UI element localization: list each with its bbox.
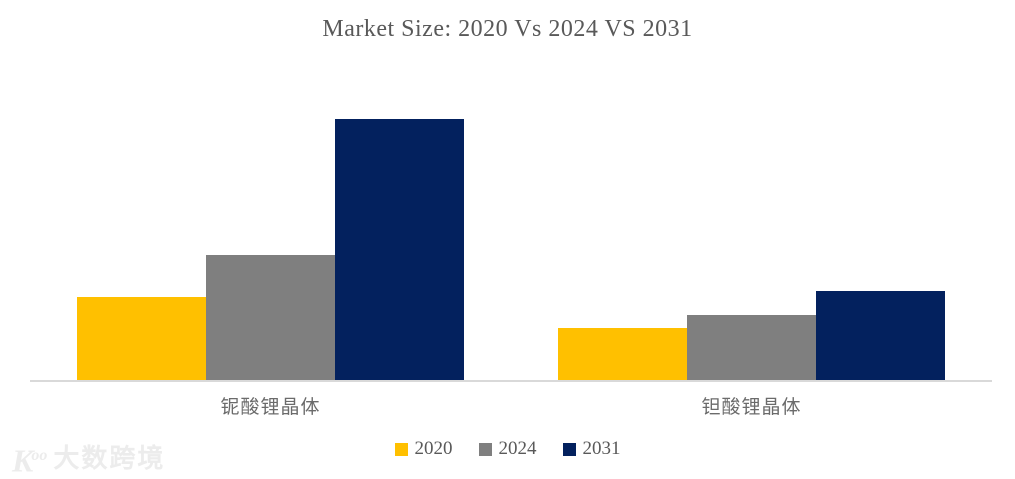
legend-item-2020: 2020: [394, 438, 453, 460]
bar-group-1: [511, 80, 992, 380]
bar-2031-category-1: [816, 291, 945, 380]
watermark-text: 大数跨境: [53, 443, 166, 474]
legend-item-2024: 2024: [478, 438, 537, 460]
legend-label: 2031: [582, 438, 621, 459]
bar-group-0: [30, 80, 511, 380]
chart-title: Market Size: 2020 Vs 2024 VS 2031: [322, 16, 693, 42]
bar-2020-category-1: [558, 328, 687, 380]
x-axis-labels: 铌酸锂晶体 钽酸锂晶体: [30, 392, 992, 419]
legend-swatch-icon: [562, 442, 576, 456]
legend: 2020 2024 2031: [0, 438, 1015, 460]
legend-item-2031: 2031: [562, 438, 621, 460]
bar-2024-category-1: [687, 315, 816, 380]
bar-2020-category-0: [77, 297, 206, 380]
bar-2031-category-0: [335, 119, 464, 380]
watermark: Koo 大数跨境: [12, 441, 165, 476]
category-label-1: 钽酸锂晶体: [701, 397, 802, 418]
legend-label: 2024: [498, 438, 537, 459]
bar-2024-category-0: [206, 255, 335, 380]
legend-swatch-icon: [394, 442, 408, 456]
watermark-logo-icon: Koo: [12, 442, 48, 479]
legend-label: 2020: [414, 438, 453, 459]
plot-area: [30, 80, 992, 382]
category-label-0: 铌酸锂晶体: [220, 397, 321, 418]
legend-swatch-icon: [478, 442, 492, 456]
